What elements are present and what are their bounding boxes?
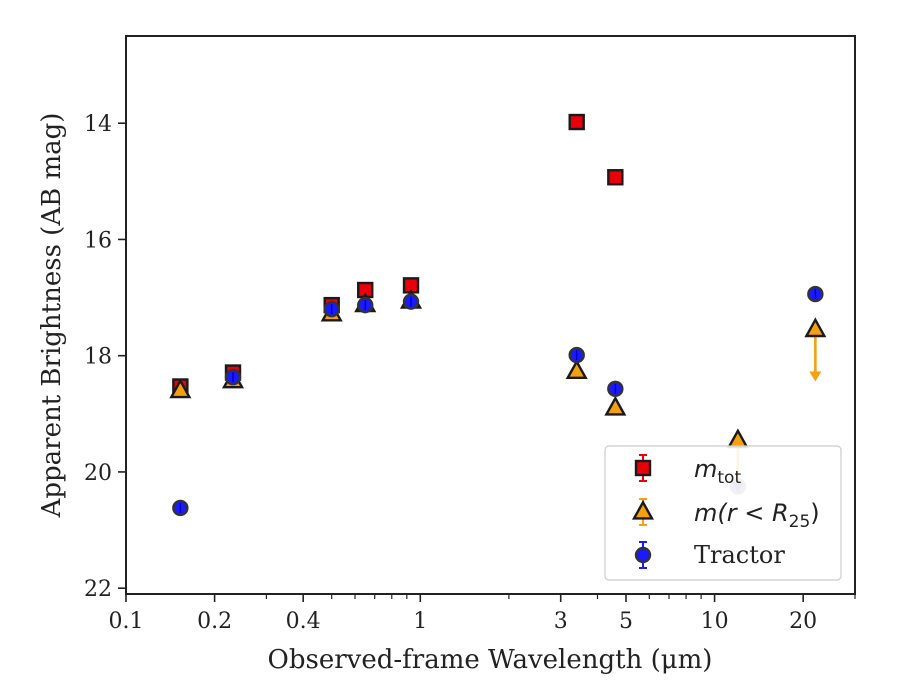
y-axis-label: Apparent Brightness (AB mag) [37, 113, 67, 519]
mr25-marker [565, 359, 588, 380]
x-tick-label: 10 [701, 609, 729, 634]
legend-mtot-label: mtot [694, 455, 741, 488]
x-tick-label: 20 [789, 609, 817, 634]
legend-mtot-marker [634, 459, 652, 477]
x-tick-label: 0.1 [109, 609, 144, 634]
x-tick-label: 5 [619, 609, 633, 634]
y-tick-label: 22 [84, 577, 112, 602]
x-axis-label: Observed-frame Wavelength (μm) [268, 645, 713, 675]
legend-mr25-marker [631, 499, 655, 520]
legend-box [604, 445, 842, 581]
y-tick-label: 20 [84, 461, 112, 486]
axis-ticks: 0.1 0.2 0.4 1 3 5 10 20 14 16 18 20 22 [84, 112, 856, 634]
plot-frame [125, 35, 856, 595]
upper-limit-arrowhead [809, 371, 822, 382]
mtot-marker [607, 169, 624, 186]
x-tick-label: 3 [554, 609, 568, 634]
mr25-marker [726, 428, 749, 449]
mtot-marker [568, 113, 585, 131]
x-tick-label: 0.4 [286, 609, 321, 634]
legend-mr25-label: m(r < R25) [694, 499, 820, 532]
y-tick-label: 14 [84, 112, 112, 137]
mr25-marker [804, 317, 827, 338]
y-tick-label: 16 [84, 228, 112, 253]
mr25-marker [604, 395, 627, 416]
legend: mtot m(r < R25) Tractor [604, 445, 842, 581]
mr25-marker [169, 378, 192, 399]
x-tick-label: 0.2 [197, 609, 232, 634]
y-tick-label: 18 [84, 345, 112, 370]
x-tick-label: 1 [413, 609, 427, 634]
legend-tractor-marker [634, 546, 652, 564]
legend-tractor-label: Tractor [694, 541, 785, 569]
